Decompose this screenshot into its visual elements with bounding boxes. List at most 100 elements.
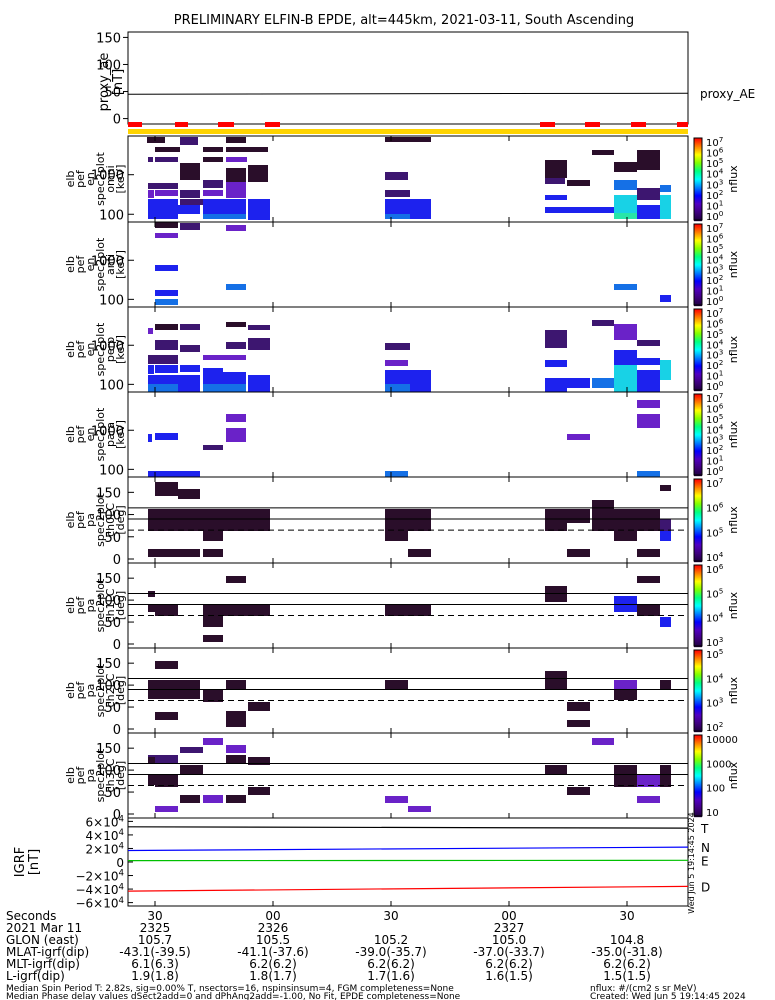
y-label: IGRF xyxy=(13,847,28,877)
colorbar-cell xyxy=(694,803,702,805)
colorbar-cell xyxy=(694,390,702,392)
colorbar-cell xyxy=(694,443,702,445)
colorbar-cell xyxy=(694,243,702,245)
colorbar-cell xyxy=(694,653,702,655)
colorbar-cell xyxy=(694,512,702,514)
colorbar-cell xyxy=(694,360,702,362)
colorbar-cell xyxy=(694,513,702,515)
heatmap-cell xyxy=(385,137,408,142)
colorbar-label: nflux xyxy=(727,420,740,448)
y-label-line: ch1LC xyxy=(104,588,117,622)
y-tick-label: 50 xyxy=(104,616,121,631)
colorbar-cell xyxy=(694,601,702,603)
colorbar-cell xyxy=(694,671,702,673)
colorbar-cell xyxy=(694,200,702,202)
colorbar-cell xyxy=(694,434,702,437)
colorbar-cell xyxy=(694,558,702,560)
heatmap-cell xyxy=(203,157,223,162)
colorbar-tick-label: 101 xyxy=(706,198,723,212)
colorbar-cell xyxy=(694,622,702,624)
colorbar-cell xyxy=(694,501,702,503)
colorbar-cell xyxy=(694,292,702,294)
footer-value: 6.2(6.2) xyxy=(603,957,651,971)
colorbar-cell xyxy=(694,294,702,296)
colorbar-cell xyxy=(694,574,702,576)
colorbar-cell xyxy=(694,215,702,217)
colorbar-cell xyxy=(694,452,702,454)
heatmap-cell xyxy=(203,214,246,219)
colorbar-cell xyxy=(694,402,702,404)
colorbar-tick-label: 100 xyxy=(706,464,724,478)
colorbar-cell xyxy=(694,717,702,719)
colorbar-cell xyxy=(694,398,702,400)
heatmap-cell xyxy=(148,190,154,198)
heatmap-cell xyxy=(180,190,200,198)
colorbar-cell xyxy=(694,618,702,620)
colorbar-tick-label: 102 xyxy=(706,358,723,372)
colorbar-cell xyxy=(694,531,702,533)
heatmap-cell xyxy=(567,787,590,795)
colorbar-cell xyxy=(694,485,702,487)
colorbar-cell xyxy=(694,270,702,272)
heatmap-cell xyxy=(180,795,200,803)
colorbar-cell xyxy=(694,246,702,248)
colorbar-cell xyxy=(694,671,702,673)
colorbar-cell xyxy=(694,639,702,641)
colorbar-cell xyxy=(694,370,702,373)
colorbar-cell xyxy=(694,510,702,512)
colorbar-tick-label: 106 xyxy=(706,146,724,160)
colorbar-cell xyxy=(694,565,702,567)
colorbar-cell xyxy=(694,366,702,368)
heatmap-cell xyxy=(637,400,660,408)
colorbar-cell xyxy=(694,557,702,559)
colorbar-cell xyxy=(694,224,702,226)
y-label-line: pa xyxy=(84,684,97,698)
colorbar-cell xyxy=(694,155,702,157)
colorbar-cell xyxy=(694,326,702,328)
heatmap-cell xyxy=(203,531,223,541)
colorbar-cell xyxy=(694,775,702,777)
colorbar-cell xyxy=(694,151,702,153)
colorbar-cell xyxy=(694,658,702,661)
colorbar-cell xyxy=(694,273,702,275)
colorbar-cell xyxy=(694,451,702,454)
colorbar-cell xyxy=(694,490,702,492)
colorbar-label: nflux xyxy=(727,761,740,789)
colorbar-cell xyxy=(694,451,702,453)
colorbar-cell xyxy=(694,681,702,684)
colorbar-cell xyxy=(694,526,702,528)
footer-value: 30 xyxy=(383,909,398,923)
colorbar-cell xyxy=(694,263,702,265)
colorbar-cell xyxy=(694,610,702,612)
y-tick-label: 1000 xyxy=(91,254,124,269)
colorbar-cell xyxy=(694,674,702,676)
colorbar-cell xyxy=(694,268,702,270)
colorbar-cell xyxy=(694,362,702,364)
colorbar-cell xyxy=(694,232,702,235)
colorbar-cell xyxy=(694,456,702,458)
heatmap-cell xyxy=(148,365,154,374)
colorbar-cell xyxy=(694,140,702,142)
colorbar-cell xyxy=(694,259,702,261)
heatmap-cell xyxy=(247,147,268,152)
heatmap-cell xyxy=(155,190,178,196)
colorbar-tick-label: 107 xyxy=(706,391,723,405)
colorbar-cell xyxy=(694,591,702,593)
colorbar-cell xyxy=(694,643,702,645)
colorbar-cell xyxy=(694,596,702,599)
colorbar-cell xyxy=(694,721,702,723)
colorbar-cell xyxy=(694,226,702,228)
colorbar-cell xyxy=(694,293,702,295)
colorbar-cell xyxy=(694,468,702,470)
colorbar-cell xyxy=(694,639,702,642)
colorbar-cell xyxy=(694,675,702,677)
colorbar-label: nflux xyxy=(727,165,740,193)
colorbar-cell xyxy=(694,146,702,148)
colorbar-cell xyxy=(694,594,702,596)
colorbar-cell xyxy=(694,435,702,437)
colorbar-cell xyxy=(694,151,702,153)
heatmap-cell xyxy=(226,284,246,290)
colorbar-cell xyxy=(694,302,702,304)
